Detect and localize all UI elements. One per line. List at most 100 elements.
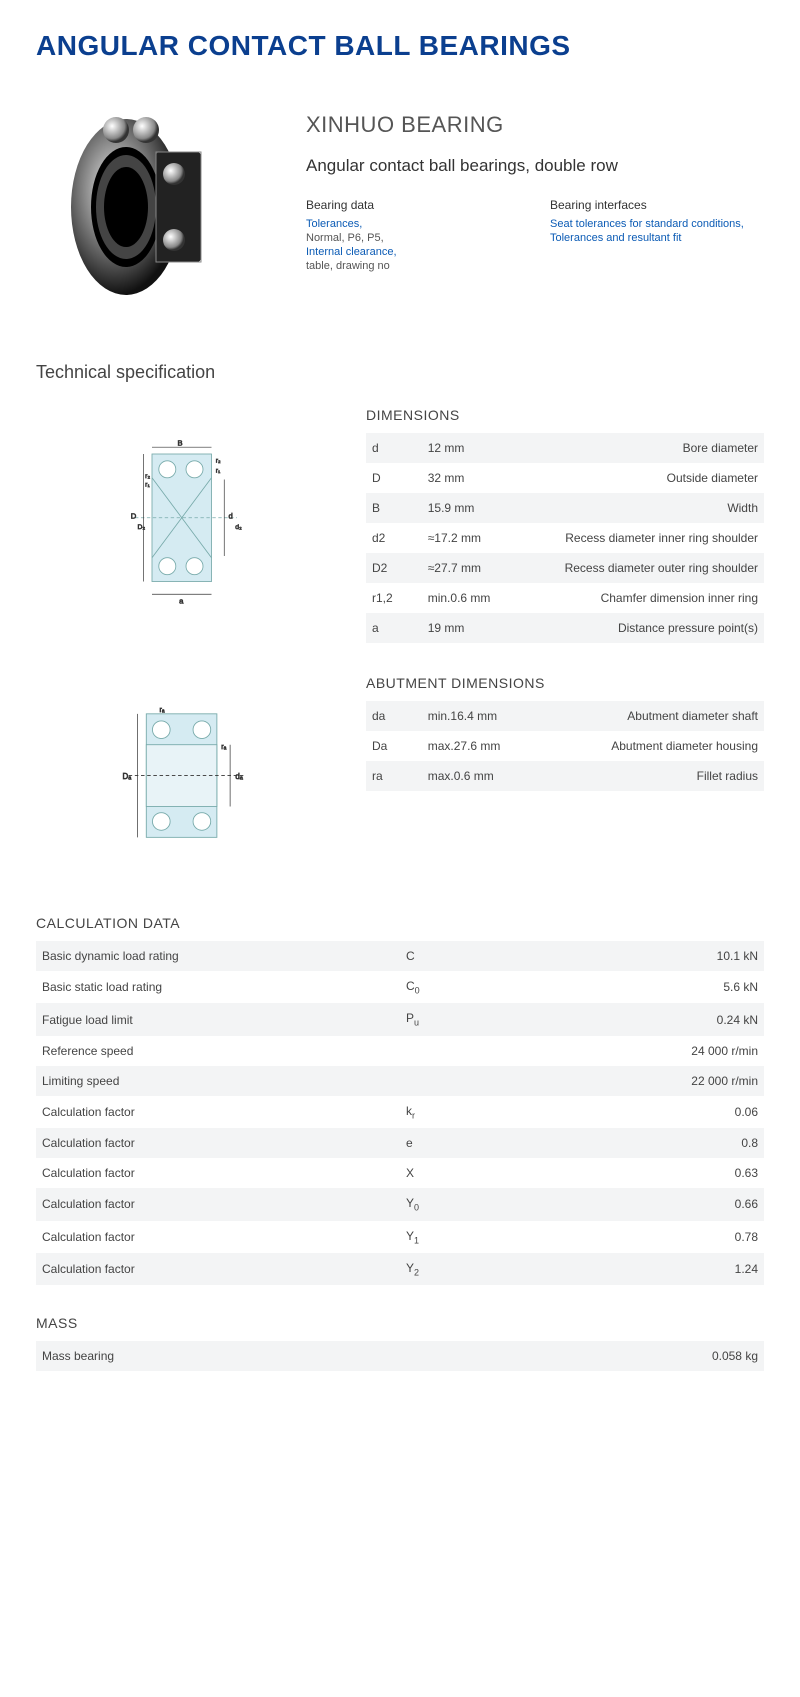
- calc-label: Fatigue load limit: [36, 1003, 400, 1035]
- calc-value: 10.1 kN: [509, 941, 764, 971]
- svg-text:r₂: r₂: [145, 473, 150, 480]
- spec-desc: Outside diameter: [541, 463, 764, 493]
- table-row: Basic dynamic load ratingC10.1 kN: [36, 941, 764, 971]
- table-row: r1,2min.0.6 mmChamfer dimension inner ri…: [366, 583, 764, 613]
- svg-text:d: d: [228, 512, 232, 521]
- calc-title: CALCULATION DATA: [36, 915, 764, 931]
- calc-label: Reference speed: [36, 1036, 400, 1066]
- spec-value: min.0.6 mm: [422, 583, 541, 613]
- spec-value: max.27.6 mm: [422, 731, 541, 761]
- calc-value: 22 000 r/min: [509, 1066, 764, 1096]
- calc-value: 0.24 kN: [509, 1003, 764, 1035]
- table-row: Calculation factorX0.63: [36, 1158, 764, 1188]
- calc-label: Calculation factor: [36, 1221, 400, 1253]
- table-row: D32 mmOutside diameter: [366, 463, 764, 493]
- spec-symbol: D: [366, 463, 422, 493]
- spec-value: 12 mm: [422, 433, 541, 463]
- spec-desc: Bore diameter: [541, 433, 764, 463]
- calc-label: Limiting speed: [36, 1066, 400, 1096]
- calc-value: 0.058 kg: [509, 1341, 764, 1371]
- calc-value: 24 000 r/min: [509, 1036, 764, 1066]
- spec-symbol: B: [366, 493, 422, 523]
- dimensions-title: DIMENSIONS: [366, 407, 764, 423]
- calc-value: 0.63: [509, 1158, 764, 1188]
- table-row: Calculation factorkr0.06: [36, 1096, 764, 1128]
- svg-text:Dₐ: Dₐ: [122, 772, 132, 781]
- spec-symbol: a: [366, 613, 422, 643]
- doc-text: table, drawing no: [306, 260, 520, 272]
- svg-text:dₐ: dₐ: [235, 772, 243, 781]
- calc-label: Calculation factor: [36, 1253, 400, 1285]
- svg-text:D₂: D₂: [138, 524, 146, 531]
- doc-link[interactable]: Tolerances and resultant fit: [550, 232, 764, 244]
- bearing-interfaces-items: Seat tolerances for standard conditions,…: [550, 218, 764, 244]
- spec-symbol: da: [366, 701, 422, 731]
- calc-label: Calculation factor: [36, 1096, 400, 1128]
- abutment-table: damin.16.4 mmAbutment diameter shaftDama…: [366, 701, 764, 791]
- mass-title: MASS: [36, 1315, 764, 1331]
- doc-link[interactable]: Seat tolerances for standard conditions,: [550, 218, 764, 230]
- spec-desc: Distance pressure point(s): [541, 613, 764, 643]
- table-row: Damax.27.6 mmAbutment diameter housing: [366, 731, 764, 761]
- calc-label: Basic static load rating: [36, 971, 400, 1003]
- spec-desc: Recess diameter inner ring shoulder: [541, 523, 764, 553]
- bearing-data-col: Bearing data Tolerances,Normal, P6, P5,I…: [306, 198, 520, 274]
- spec-value: 19 mm: [422, 613, 541, 643]
- hero-section: XINHUO BEARING Angular contact ball bear…: [36, 112, 764, 302]
- calc-symbol: kr: [400, 1096, 509, 1128]
- doc-link[interactable]: Tolerances,: [306, 218, 520, 230]
- table-row: Calculation factorY21.24: [36, 1253, 764, 1285]
- calc-symbol: X: [400, 1158, 509, 1188]
- calc-symbol: C: [400, 941, 509, 971]
- bearing-illustration: [56, 112, 216, 302]
- table-row: Mass bearing 0.058 kg: [36, 1341, 764, 1371]
- bearing-interfaces-heading: Bearing interfaces: [550, 198, 764, 212]
- spec-value: 32 mm: [422, 463, 541, 493]
- spec-value: ≈27.7 mm: [422, 553, 541, 583]
- spec-symbol: r1,2: [366, 583, 422, 613]
- tech-spec-heading: Technical specification: [36, 362, 764, 383]
- brand-name: XINHUO BEARING: [306, 112, 764, 138]
- calc-symbol: e: [400, 1128, 509, 1158]
- doc-text: Normal, P6, P5,: [306, 232, 520, 244]
- abutment-title: ABUTMENT DIMENSIONS: [366, 675, 764, 691]
- spec-value: max.0.6 mm: [422, 761, 541, 791]
- table-row: d2≈17.2 mmRecess diameter inner ring sho…: [366, 523, 764, 553]
- table-row: Calculation factorY10.78: [36, 1221, 764, 1253]
- table-row: Basic static load ratingC05.6 kN: [36, 971, 764, 1003]
- calc-label: Basic dynamic load rating: [36, 941, 400, 971]
- mass-table: Mass bearing 0.058 kg: [36, 1341, 764, 1371]
- spec-symbol: d: [366, 433, 422, 463]
- table-row: D2≈27.7 mmRecess diameter outer ring sho…: [366, 553, 764, 583]
- calc-value: 0.06: [509, 1096, 764, 1128]
- table-row: Fatigue load limitPu0.24 kN: [36, 1003, 764, 1035]
- calc-label: Calculation factor: [36, 1128, 400, 1158]
- table-row: damin.16.4 mmAbutment diameter shaft: [366, 701, 764, 731]
- svg-text:d₂: d₂: [235, 524, 242, 531]
- spec-symbol: D2: [366, 553, 422, 583]
- calc-label: Calculation factor: [36, 1188, 400, 1220]
- calc-value: 0.8: [509, 1128, 764, 1158]
- calc-symbol: [400, 1341, 509, 1371]
- table-row: B15.9 mmWidth: [366, 493, 764, 523]
- calc-symbol: Y2: [400, 1253, 509, 1285]
- svg-text:D: D: [131, 512, 137, 521]
- product-subtitle: Angular contact ball bearings, double ro…: [306, 156, 764, 176]
- svg-text:a: a: [179, 597, 184, 606]
- calc-symbol: Y1: [400, 1221, 509, 1253]
- calc-symbol: [400, 1036, 509, 1066]
- bearing-data-items: Tolerances, Normal, P6, P5, Internal clear…: [306, 218, 520, 272]
- calc-label: Mass bearing: [36, 1341, 400, 1371]
- spec-desc: Width: [541, 493, 764, 523]
- svg-text:rₐ: rₐ: [160, 707, 165, 714]
- product-image: [36, 112, 236, 302]
- bearing-interfaces-col: Bearing interfaces Seat tolerances for s…: [550, 198, 764, 274]
- spec-desc: Abutment diameter housing: [541, 731, 764, 761]
- abutment-diagram: rₐ rₐ Dₐ dₐ: [106, 705, 266, 855]
- spec-value: 15.9 mm: [422, 493, 541, 523]
- doc-link[interactable]: Internal clearance,: [306, 246, 520, 258]
- spec-value: min.16.4 mm: [422, 701, 541, 731]
- calc-value: 5.6 kN: [509, 971, 764, 1003]
- calc-value: 0.78: [509, 1221, 764, 1253]
- svg-text:r₁: r₁: [145, 481, 150, 488]
